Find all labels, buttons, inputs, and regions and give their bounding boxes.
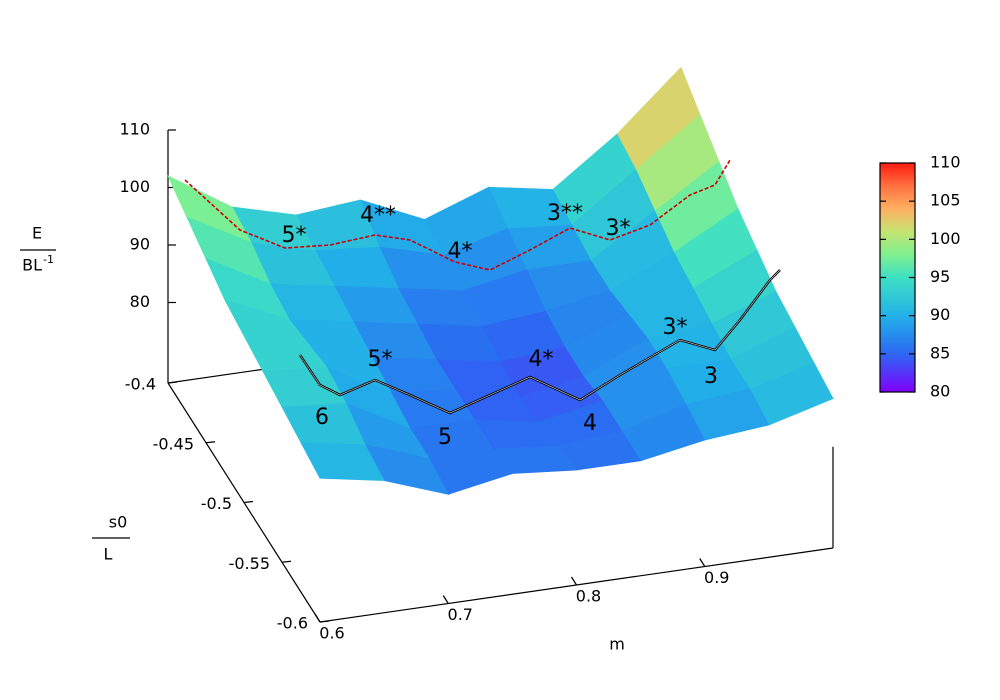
colorbar-tick-label: 85	[930, 343, 950, 362]
minimum-path-inner	[299, 269, 781, 414]
annotation: 6	[315, 405, 329, 430]
y-tick-label: -0.55	[229, 554, 270, 573]
z-tick-label: 100	[119, 177, 150, 196]
y-label-den: L	[104, 545, 113, 564]
x-tick-label: 0.9	[704, 568, 729, 587]
surface-patch	[300, 442, 385, 481]
y-tick	[319, 620, 330, 623]
x-tick	[570, 576, 578, 586]
colorbar-tick-label: 105	[930, 191, 961, 210]
y-tick-label: -0.4	[125, 375, 156, 394]
colorbar-tick-label: 90	[930, 305, 950, 324]
z-label-den: BL	[22, 256, 42, 275]
annotation: 5*	[368, 347, 393, 372]
annotation: 3*	[663, 315, 688, 340]
annotation: 4**	[360, 203, 396, 228]
x-tick-label: 0.8	[576, 587, 601, 606]
colorbar-tick-label: 80	[930, 382, 950, 401]
z-label-num: E	[32, 224, 42, 243]
x-label: m	[609, 635, 625, 654]
y-tick	[281, 560, 292, 563]
colorbar-tick-label: 100	[930, 229, 961, 248]
z-tick-label: 80	[130, 292, 150, 311]
annotation: 3*	[606, 216, 631, 241]
annotation: 4*	[529, 347, 554, 372]
x-tick	[699, 558, 706, 567]
annotation: 5*	[282, 223, 307, 248]
saddle-path	[184, 159, 731, 271]
y-tick-label: -0.45	[153, 434, 194, 453]
y-tick-label: -0.5	[201, 494, 232, 513]
z-tick-label: 90	[130, 235, 150, 254]
y-tick	[167, 381, 178, 384]
y-label-num: s0	[109, 513, 128, 532]
z-tick-label: 110	[119, 120, 150, 139]
annotation: 5	[438, 425, 452, 450]
y-tick	[205, 441, 216, 444]
annotation: 4	[583, 411, 597, 436]
annotation: 3	[704, 364, 718, 389]
annotation: 4*	[448, 239, 473, 264]
x-tick	[442, 595, 449, 604]
y-tick	[243, 500, 254, 504]
x-tick-label: 0.7	[448, 605, 473, 624]
colorbar-tick-label: 110	[930, 153, 961, 172]
x-tick	[314, 613, 321, 623]
y-tick-label: -0.6	[277, 614, 308, 633]
x-tick-label: 0.6	[319, 624, 344, 643]
annotation: 3**	[547, 201, 583, 226]
z-label-sup: -1	[43, 253, 54, 266]
colorbar-tick-label: 95	[930, 267, 950, 286]
